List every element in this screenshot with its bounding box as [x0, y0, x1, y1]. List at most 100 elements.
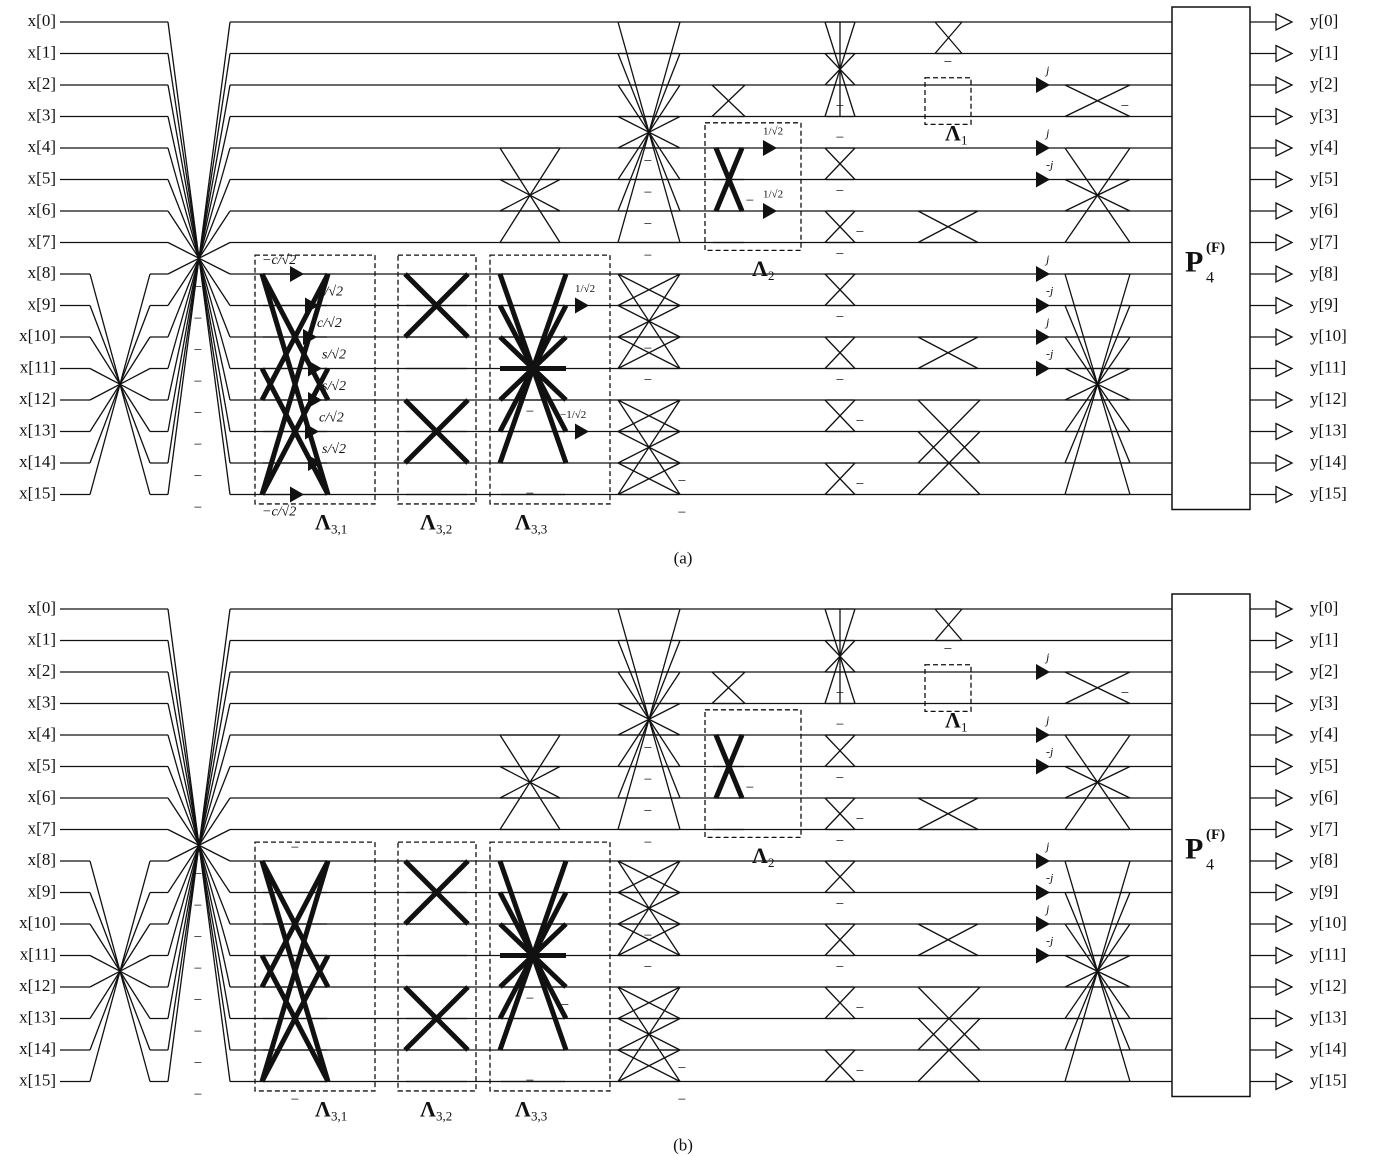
output-label: y[9]: [1310, 294, 1338, 313]
lambda-subscript: 1: [961, 719, 968, 734]
minus-sign: −: [836, 834, 844, 850]
input-label: x[6]: [28, 787, 56, 806]
output-arrow: [1276, 696, 1292, 712]
input-label: x[13]: [19, 1007, 56, 1026]
input-label: x[0]: [28, 11, 56, 30]
lambda-subscript: 2: [768, 855, 775, 870]
gain-arrow: [1036, 361, 1050, 377]
input-label: x[14]: [19, 1039, 56, 1058]
gain-arrow: [1036, 77, 1050, 93]
minus-sign: −: [678, 1092, 686, 1108]
output-arrow: [1276, 424, 1292, 440]
input-label: x[13]: [19, 420, 56, 439]
minus-sign: −: [678, 1060, 686, 1076]
minus-sign: −: [561, 997, 569, 1013]
minus-sign: −: [1121, 98, 1129, 114]
minus-sign: −: [746, 193, 754, 209]
output-arrow: [1276, 329, 1292, 345]
gain-arrow: [1036, 298, 1050, 314]
output-label: y[15]: [1310, 483, 1347, 502]
lambda-symbol: Λ: [420, 1096, 436, 1121]
output-arrow: [1276, 487, 1292, 503]
output-label: y[10]: [1310, 913, 1347, 932]
twiddle-label: j: [1044, 252, 1050, 266]
input-label: x[7]: [28, 818, 56, 837]
output-label: y[2]: [1310, 74, 1338, 93]
output-arrow: [1276, 822, 1292, 838]
gain-arrow: [1036, 664, 1050, 680]
output-label: y[4]: [1310, 137, 1338, 156]
gain-arrow: [1036, 759, 1050, 775]
minus-sign: −: [836, 960, 844, 976]
gain-arrow: [290, 266, 304, 282]
minus-sign: −: [856, 476, 864, 492]
gain-arrow: [1036, 916, 1050, 932]
output-arrow: [1276, 759, 1292, 775]
gain-arrow: [1036, 172, 1050, 188]
minus-sign: −: [194, 867, 202, 883]
minus-sign: −: [644, 741, 652, 757]
lambda-subscript: 3,1: [331, 1108, 347, 1123]
minus-sign: −: [644, 373, 652, 389]
input-label: x[8]: [28, 263, 56, 282]
output-arrow: [1276, 172, 1292, 188]
lambda-symbol: Λ: [945, 120, 961, 145]
twiddle-label: j: [1044, 315, 1050, 329]
output-arrow: [1276, 1074, 1292, 1090]
minus-sign: −: [836, 717, 844, 733]
gain-label: s/√2: [322, 442, 346, 457]
input-label: x[5]: [28, 168, 56, 187]
minus-sign: −: [944, 54, 952, 70]
minus-sign: −: [856, 413, 864, 429]
input-label: x[4]: [28, 137, 56, 156]
lambda-subscript: 1: [961, 132, 968, 147]
input-label: x[15]: [19, 483, 56, 502]
gain-label: 1/√2: [575, 283, 595, 295]
minus-sign: −: [856, 1000, 864, 1016]
lambda-symbol: Λ: [752, 843, 768, 868]
gain-label: 1/√2: [763, 189, 783, 201]
lambda-subscript: 3,3: [531, 1108, 547, 1123]
minus-sign: −: [194, 930, 202, 946]
lambda-subscript: 2: [768, 268, 775, 283]
output-arrow: [1276, 77, 1292, 93]
input-label: x[12]: [19, 976, 56, 995]
output-label: y[12]: [1310, 976, 1347, 995]
gain-label: s/√2: [322, 348, 346, 363]
lambda-subscript: 3,1: [331, 521, 347, 536]
lambda-symbol: Λ: [315, 1096, 331, 1121]
minus-sign: −: [194, 374, 202, 390]
output-label: y[7]: [1310, 818, 1338, 837]
minus-sign: −: [526, 991, 534, 1007]
output-arrow: [1276, 853, 1292, 869]
block-base: P: [1185, 832, 1203, 865]
output-arrow: [1276, 46, 1292, 62]
minus-sign: −: [194, 469, 202, 485]
minus-sign: −: [678, 505, 686, 521]
input-label: x[0]: [28, 598, 56, 617]
input-label: x[9]: [28, 294, 56, 313]
output-label: y[2]: [1310, 661, 1338, 680]
minus-sign: −: [194, 406, 202, 422]
output-label: y[15]: [1310, 1070, 1347, 1089]
minus-sign: −: [526, 486, 534, 502]
block-sub: 4: [1206, 269, 1214, 286]
twiddle-label: -j: [1046, 283, 1054, 297]
gain-arrow: [763, 203, 777, 219]
permutation-block: [1172, 7, 1250, 510]
minus-sign: −: [526, 1073, 534, 1089]
minus-sign: −: [194, 500, 202, 516]
input-label: x[2]: [28, 661, 56, 680]
gain-label: 1/√2: [763, 126, 783, 138]
input-label: x[11]: [20, 357, 56, 376]
block-sup: (F): [1206, 240, 1225, 256]
output-arrow: [1276, 601, 1292, 617]
minus-sign: −: [678, 473, 686, 489]
gain-arrow: [1036, 329, 1050, 345]
output-label: y[1]: [1310, 629, 1338, 648]
output-arrow: [1276, 14, 1292, 30]
minus-sign: −: [194, 311, 202, 327]
minus-sign: −: [291, 1092, 299, 1108]
minus-sign: −: [644, 248, 652, 264]
input-label: x[6]: [28, 200, 56, 219]
